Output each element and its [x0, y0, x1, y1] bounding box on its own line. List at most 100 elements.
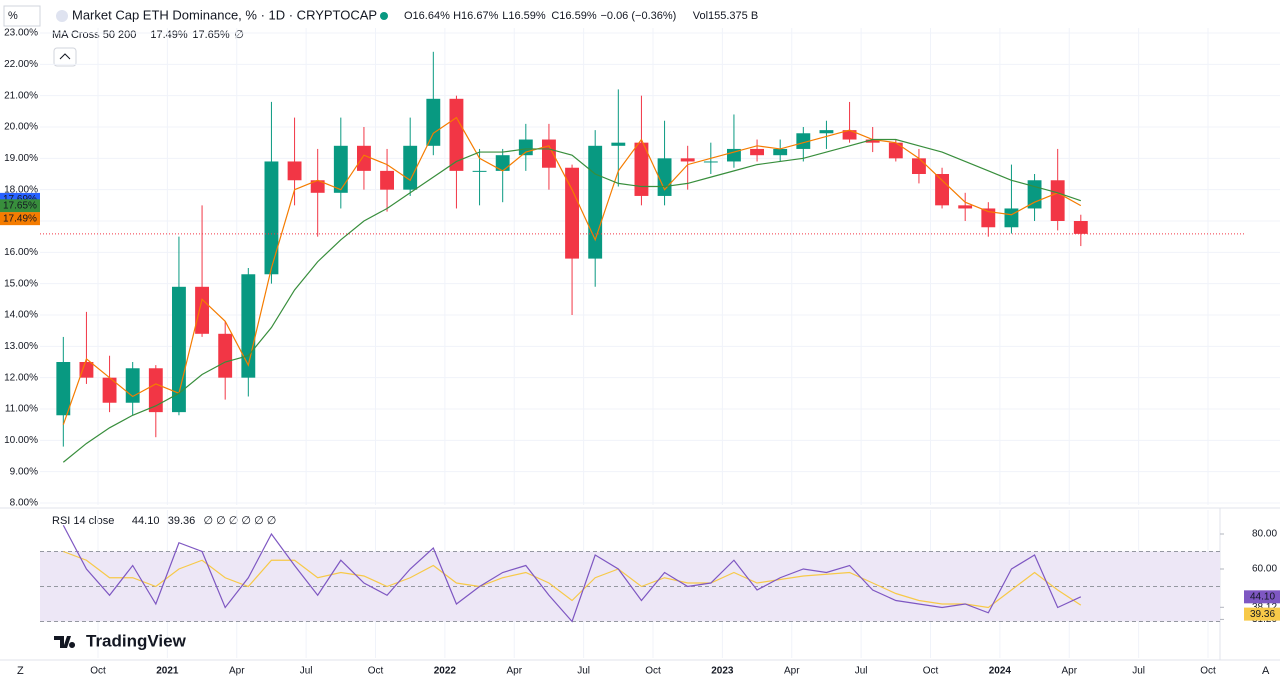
candle-body [195, 286, 209, 334]
x-tick-label: Oct [368, 666, 384, 677]
ohlc-readout: L16.59% [502, 10, 546, 22]
symbol-box-text: % [8, 10, 18, 22]
candle-body [542, 139, 556, 168]
candle-body [218, 333, 233, 378]
candle-body [958, 205, 973, 209]
logo-text: TradingView [86, 631, 187, 650]
logo: TradingView [54, 631, 187, 650]
y-tick-label: 38.12 [1252, 602, 1277, 613]
indicator-name: RSI 14 close [52, 515, 114, 527]
candle-body [333, 145, 348, 193]
x-tick-label: Oct [923, 666, 939, 677]
collapse-icon [59, 53, 71, 60]
x-tick-label: 2022 [434, 666, 457, 677]
candle-body [773, 148, 788, 156]
candle-body [819, 130, 834, 134]
x-tick-label: Apr [506, 666, 522, 677]
candle-body [611, 142, 626, 146]
candle-body [1004, 208, 1019, 228]
value-tag [1244, 590, 1280, 604]
y-tick-label: 11.00% [5, 404, 38, 415]
status-dot [380, 12, 388, 20]
y-tick-label: 8.00% [10, 498, 38, 509]
candle-body [56, 362, 71, 416]
candle-body [1050, 180, 1065, 221]
indicator-value: ∅ ∅ ∅ ∅ ∅ ∅ [204, 515, 277, 527]
ohlc-readout: O16.64% [404, 10, 450, 22]
y-tick-label: 16.00% [4, 247, 38, 258]
x-tick-label: Oct [645, 666, 661, 677]
x-tick-label: 2023 [711, 666, 734, 677]
x-tick-label: Jul [300, 666, 313, 677]
indicator-value: 44.10 [132, 515, 160, 527]
y-tick-label: 80.00 [1252, 529, 1277, 540]
collapse-button[interactable] [53, 47, 77, 67]
candle-body [357, 145, 371, 171]
indicator-value: 39.36 [168, 515, 196, 527]
chart-title: Market Cap ETH Dominance, % · 1D · CRYPT… [72, 7, 377, 22]
candle-body [1073, 221, 1088, 234]
x-tick-label: Apr [784, 666, 800, 677]
corner-left[interactable]: Z [17, 665, 24, 677]
ohlc-readout: Vol155.375 B [693, 10, 758, 22]
candle-body [148, 368, 163, 413]
candle-body [750, 148, 764, 156]
ohlc-readout: C16.59% [551, 10, 596, 22]
candle-body [380, 170, 394, 190]
rsi-line [63, 550, 1082, 609]
rsi-line [62, 524, 1082, 623]
price-tag-label: 17.49% [3, 213, 37, 224]
candle-body [102, 377, 117, 403]
y-tick-label: 13.00% [4, 341, 38, 352]
y-tick-label: 9.00% [10, 466, 38, 477]
candle-body [588, 145, 603, 259]
candle-body [680, 158, 695, 162]
y-tick-label: 19.00% [4, 153, 38, 164]
x-tick-label: Oct [90, 666, 106, 677]
candle-body [310, 180, 325, 193]
symbol-icon [56, 10, 68, 22]
candle-body [403, 145, 418, 190]
y-tick-label: 18.00% [4, 184, 38, 195]
price-tag [0, 212, 40, 226]
logo-icon [54, 636, 76, 648]
y-tick-label: 60.00 [1252, 564, 1277, 575]
price-tag-label: 17.65% [3, 200, 37, 211]
candle-body [981, 208, 996, 228]
price-tag [0, 199, 40, 213]
candle-body [796, 133, 811, 149]
x-tick-label: Oct [1200, 666, 1216, 677]
value-tag [1244, 607, 1280, 621]
candle-body [703, 161, 718, 163]
value-tag-label: 39.36 [1250, 609, 1275, 620]
ohlc-readout: H16.67% [453, 10, 498, 22]
candle-body [125, 368, 140, 403]
candle-body [426, 98, 441, 146]
y-tick-label: 15.00% [4, 278, 38, 289]
candle-body [888, 142, 903, 159]
candle-body [495, 155, 510, 171]
ma-line [62, 116, 1082, 425]
y-tick-label: 10.00% [4, 435, 38, 446]
candle-body [912, 158, 926, 174]
candle-body [935, 174, 949, 206]
y-tick-label: 21.00% [4, 90, 38, 101]
candle-body [79, 362, 94, 378]
candle-body [264, 161, 279, 275]
candle-body [449, 98, 464, 171]
candle-body [865, 139, 880, 143]
x-tick-label: Jul [577, 666, 590, 677]
corner-right[interactable]: A [1262, 665, 1270, 677]
y-tick-label: 20.00% [4, 122, 38, 133]
x-tick-label: 2024 [989, 666, 1012, 677]
symbol-box[interactable] [3, 5, 41, 27]
value-tag-label: 44.10 [1250, 591, 1275, 602]
x-tick-label: Apr [1061, 666, 1077, 677]
ma-line [62, 138, 1082, 463]
candle-body [472, 170, 487, 172]
y-tick-label: 12.00% [4, 372, 38, 383]
candle-body [518, 139, 533, 156]
ohlc-readout: −0.06 (−0.36%) [600, 10, 676, 22]
